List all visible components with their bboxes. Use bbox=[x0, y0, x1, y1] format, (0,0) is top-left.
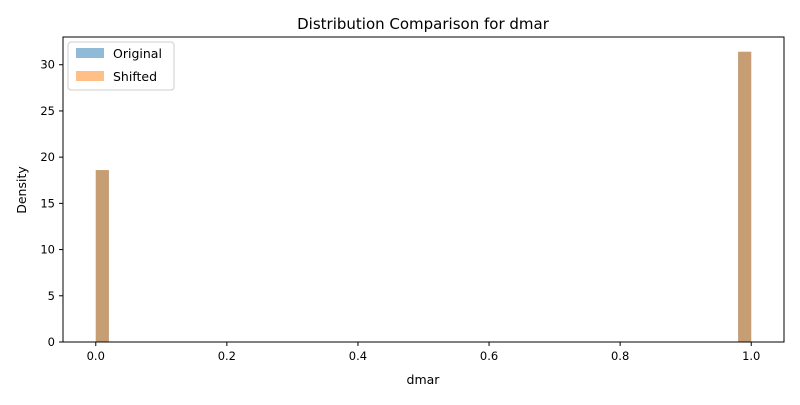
x-tick-label: 0.4 bbox=[349, 349, 367, 363]
x-axis-label: dmar bbox=[407, 372, 441, 387]
y-tick-label: 25 bbox=[40, 104, 55, 118]
x-tick-label: 1.0 bbox=[742, 349, 760, 363]
y-tick-label: 20 bbox=[40, 150, 55, 164]
legend: Original Shifted bbox=[67, 41, 175, 91]
chart-title: Distribution Comparison for dmar bbox=[297, 15, 550, 33]
x-tick-label: 0.8 bbox=[611, 349, 629, 363]
y-tick-label: 10 bbox=[40, 243, 55, 257]
x-axis-ticks: 0.0 0.2 0.4 0.6 0.8 1.0 bbox=[87, 342, 760, 363]
legend-label-shifted: Shifted bbox=[113, 69, 157, 84]
y-tick-label: 0 bbox=[48, 335, 55, 349]
bar-shifted-0 bbox=[95, 170, 109, 342]
legend-label-original: Original bbox=[113, 46, 162, 61]
legend-swatch-shifted bbox=[76, 71, 104, 81]
y-tick-label: 15 bbox=[40, 196, 55, 210]
plot-frame bbox=[62, 36, 785, 343]
x-tick-label: 0.6 bbox=[480, 349, 498, 363]
y-axis-label: Density bbox=[14, 166, 29, 214]
y-axis-ticks: 0 5 10 15 20 25 30 bbox=[40, 58, 63, 349]
y-tick-label: 30 bbox=[40, 58, 55, 72]
x-tick-label: 0.2 bbox=[218, 349, 236, 363]
y-tick-label: 5 bbox=[48, 289, 55, 303]
x-tick-label: 0.0 bbox=[87, 349, 105, 363]
bar-shifted-1 bbox=[738, 51, 752, 343]
histogram-bars bbox=[95, 51, 752, 343]
legend-swatch-original bbox=[76, 48, 104, 58]
